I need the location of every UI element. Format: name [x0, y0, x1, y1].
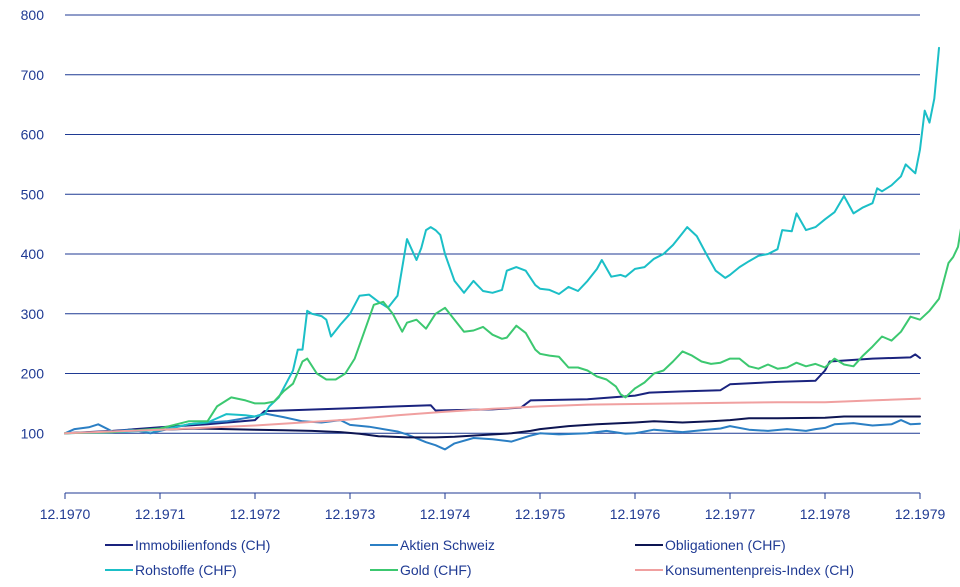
legend-label-3: Rohstoffe (CHF)	[135, 562, 237, 578]
series-line-5	[64, 397, 921, 435]
series-line-2	[64, 415, 921, 439]
x-tick-label: 12.1979	[895, 506, 946, 522]
x-tick-label: 12.1973	[325, 506, 376, 522]
gridlines	[65, 14, 920, 434]
series-line-3	[64, 46, 940, 435]
legend-label-2: Obligationen (CHF)	[665, 537, 786, 553]
x-tick-label: 12.1972	[230, 506, 281, 522]
x-tick-label: 12.1971	[135, 506, 186, 522]
series-lines	[64, 46, 960, 451]
x-tick-label: 12.1977	[705, 506, 756, 522]
legend-label-5: Konsumentenpreis-Index (CH)	[665, 562, 854, 578]
legend-label-4: Gold (CHF)	[400, 562, 472, 578]
y-tick-label: 600	[21, 127, 45, 143]
x-tick-label: 12.1975	[515, 506, 566, 522]
legend-label-0: Immobilienfonds (CH)	[135, 537, 270, 553]
legend: Immobilienfonds (CH) Aktien Schweiz Obliga…	[105, 537, 854, 578]
axes: 100 200 300 400 500 600 700 800 12.1970 12.1971 12…	[21, 7, 946, 522]
y-tick-label: 100	[21, 425, 45, 441]
y-tick-label: 300	[21, 306, 45, 322]
legend-label-1: Aktien Schweiz	[400, 537, 495, 553]
x-tick-label: 12.1976	[610, 506, 661, 522]
y-tick-label: 700	[21, 67, 45, 83]
x-tick-label: 12.1974	[420, 506, 471, 522]
series-line-4	[64, 228, 960, 435]
x-tick-label: 12.1970	[40, 506, 91, 522]
y-tick-label: 400	[21, 246, 45, 262]
y-tick-label: 500	[21, 186, 45, 202]
y-tick-label: 800	[21, 7, 45, 23]
y-tick-label: 200	[21, 366, 45, 382]
x-tick-label: 12.1978	[800, 506, 851, 522]
